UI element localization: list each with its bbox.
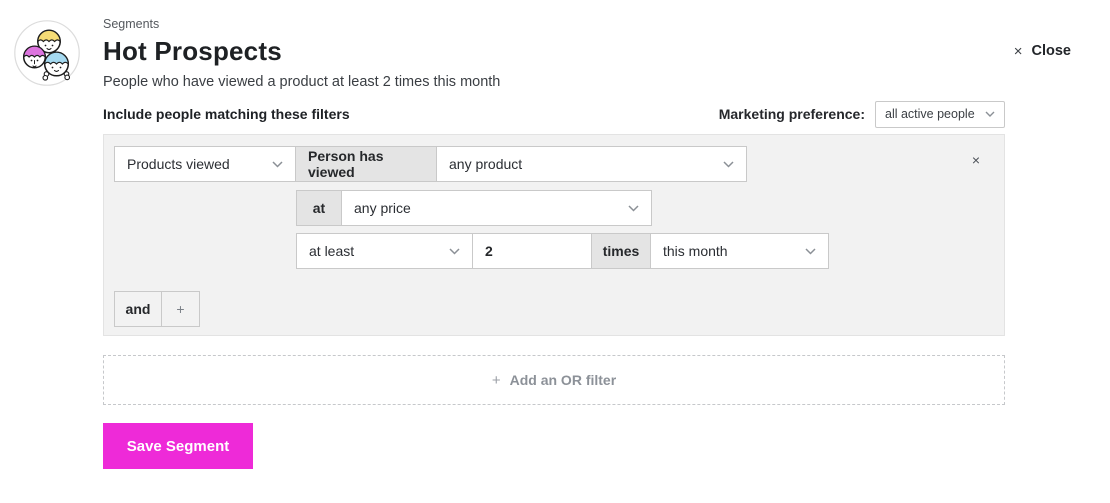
chevron-down-icon	[628, 204, 639, 212]
chevron-down-icon	[449, 247, 460, 255]
marketing-preference-label: Marketing preference:	[718, 106, 865, 122]
add-or-filter-button[interactable]: + Add an OR filter	[103, 355, 1005, 405]
count-input[interactable]	[472, 233, 592, 269]
filters-header: Include people matching these filters Ma…	[103, 100, 1005, 128]
save-segment-button[interactable]: Save Segment	[103, 423, 253, 469]
filter-group: Products viewed Person has viewed any pr…	[103, 134, 1005, 336]
chevron-down-icon	[805, 247, 816, 255]
filter-field-select[interactable]: Products viewed	[114, 146, 296, 182]
count-unit-label: times	[591, 233, 651, 269]
plus-icon: +	[491, 371, 501, 389]
breadcrumb: Segments	[103, 17, 160, 31]
filter-operator-label: Person has viewed	[295, 146, 437, 182]
filter-price-value: any price	[354, 200, 411, 216]
remove-filter-button[interactable]: ×	[968, 149, 984, 171]
segment-avatar	[14, 20, 80, 86]
chevron-down-icon	[723, 160, 734, 168]
page-subtitle: People who have viewed a product at leas…	[103, 74, 501, 90]
add-condition-button[interactable]: +	[161, 291, 200, 327]
marketing-preference-select[interactable]: all active people	[875, 100, 1005, 128]
add-or-filter-label: Add an OR filter	[509, 372, 617, 388]
close-label: Close	[1031, 43, 1072, 59]
count-comparator-select[interactable]: at least	[296, 233, 473, 269]
count-comparator-value: at least	[309, 243, 355, 259]
price-connector-label: at	[296, 190, 342, 226]
filter-product-select[interactable]: any product	[436, 146, 747, 182]
close-icon: ×	[1013, 42, 1023, 60]
page-title: Hot Prospects	[103, 36, 282, 66]
filter-product-value: any product	[449, 156, 523, 172]
marketing-preference-value: all active people	[885, 107, 975, 121]
close-button[interactable]: × Close	[1014, 43, 1071, 59]
timeframe-value: this month	[663, 243, 728, 259]
chevron-down-icon	[985, 111, 995, 117]
timeframe-select[interactable]: this month	[650, 233, 829, 269]
people-icon	[14, 20, 80, 86]
filter-field-value: Products viewed	[127, 156, 230, 172]
chevron-down-icon	[272, 160, 283, 168]
and-button[interactable]: and	[114, 291, 162, 327]
filter-price-select[interactable]: any price	[341, 190, 652, 226]
filters-heading: Include people matching these filters	[103, 106, 350, 122]
